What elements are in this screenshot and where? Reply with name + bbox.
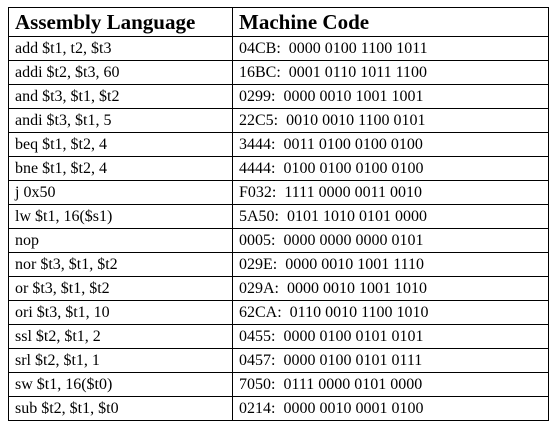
table-row: srl $t2, $t1, 1 0457: 0000 0100 0101 0111 (8, 348, 549, 373)
table-row: and $t3, $t1, $t2 0299: 0000 0010 1001 10… (8, 84, 549, 109)
machine-code-cell: 22C5: 0010 0010 1100 0101 (232, 108, 549, 133)
machine-code-cell: 5A50: 0101 1010 0101 0000 (232, 204, 549, 229)
table-row: add $t1, t2, $t3 04CB: 0000 0100 1100 101… (8, 36, 549, 61)
table-row: j 0x50 F032: 1111 0000 0011 0010 (8, 180, 549, 205)
table-row: or $t3, $t1, $t2 029A: 0000 0010 1001 101… (8, 276, 549, 301)
assembly-instruction-cell: add $t1, t2, $t3 (8, 36, 233, 61)
assembly-instruction-cell: bne $t1, $t2, 4 (8, 156, 233, 181)
assembly-instruction-cell: lw $t1, 16($s1) (8, 204, 233, 229)
table-row: sw $t1, 16($t0) 7050: 0111 0000 0101 0000 (8, 372, 549, 397)
machine-code-cell: 62CA: 0110 0010 1100 1010 (232, 300, 549, 325)
table-row: ori $t3, $t1, 10 62CA: 0110 0010 1100 101… (8, 300, 549, 325)
machine-code-cell: 0299: 0000 0010 1001 1001 (232, 84, 549, 109)
machine-code-cell: 04CB: 0000 0100 1100 1011 (232, 36, 549, 61)
table-row: bne $t1, $t2, 4 4444: 0100 0100 0100 0100 (8, 156, 549, 181)
table-row: nop 0005: 0000 0000 0000 0101 (8, 228, 549, 253)
machine-code-cell: 0455: 0000 0100 0101 0101 (232, 324, 549, 349)
assembly-instruction-cell: or $t3, $t1, $t2 (8, 276, 233, 301)
machine-code-cell: 0214: 0000 0010 0001 0100 (232, 396, 549, 421)
machine-code-cell: 7050: 0111 0000 0101 0000 (232, 372, 549, 397)
machine-code-cell: 0457: 0000 0100 0101 0111 (232, 348, 549, 373)
machine-code-cell: 16BC: 0001 0110 1011 1100 (232, 60, 549, 85)
table-body: add $t1, t2, $t3 04CB: 0000 0100 1100 101… (8, 36, 549, 421)
table-row: nor $t3, $t1, $t2 029E: 0000 0010 1001 11… (8, 252, 549, 277)
assembly-instruction-cell: j 0x50 (8, 180, 233, 205)
instruction-table-container: Assembly Language Machine Code add $t1, … (8, 7, 549, 421)
assembly-instruction-cell: sub $t2, $t1, $t0 (8, 396, 233, 421)
table-row: andi $t3, $t1, 5 22C5: 0010 0010 1100 010… (8, 108, 549, 133)
table-row: lw $t1, 16($s1) 5A50: 0101 1010 0101 0000 (8, 204, 549, 229)
machine-code-cell: F032: 1111 0000 0011 0010 (232, 180, 549, 205)
machine-code-cell: 4444: 0100 0100 0100 0100 (232, 156, 549, 181)
header-machine-code: Machine Code (232, 7, 549, 37)
assembly-instruction-cell: ssl $t2, $t1, 2 (8, 324, 233, 349)
header-row: Assembly Language Machine Code (8, 7, 549, 37)
header-assembly-language: Assembly Language (8, 7, 233, 37)
assembly-instruction-cell: and $t3, $t1, $t2 (8, 84, 233, 109)
assembly-instruction-cell: ori $t3, $t1, 10 (8, 300, 233, 325)
assembly-instruction-cell: addi $t2, $t3, 60 (8, 60, 233, 85)
machine-code-cell: 029E: 0000 0010 1001 1110 (232, 252, 549, 277)
machine-code-cell: 029A: 0000 0010 1001 1010 (232, 276, 549, 301)
table-row: beq $t1, $t2, 4 3444: 0011 0100 0100 0100 (8, 132, 549, 157)
assembly-instruction-cell: nop (8, 228, 233, 253)
assembly-instruction-cell: sw $t1, 16($t0) (8, 372, 233, 397)
machine-code-cell: 0005: 0000 0000 0000 0101 (232, 228, 549, 253)
assembly-instruction-cell: srl $t2, $t1, 1 (8, 348, 233, 373)
table-row: sub $t2, $t1, $t0 0214: 0000 0010 0001 01… (8, 396, 549, 421)
assembly-instruction-cell: beq $t1, $t2, 4 (8, 132, 233, 157)
assembly-instruction-cell: nor $t3, $t1, $t2 (8, 252, 233, 277)
instruction-table: Assembly Language Machine Code add $t1, … (8, 7, 549, 421)
assembly-instruction-cell: andi $t3, $t1, 5 (8, 108, 233, 133)
table-row: addi $t2, $t3, 60 16BC: 0001 0110 1011 11… (8, 60, 549, 85)
table-row: ssl $t2, $t1, 2 0455: 0000 0100 0101 0101 (8, 324, 549, 349)
machine-code-cell: 3444: 0011 0100 0100 0100 (232, 132, 549, 157)
